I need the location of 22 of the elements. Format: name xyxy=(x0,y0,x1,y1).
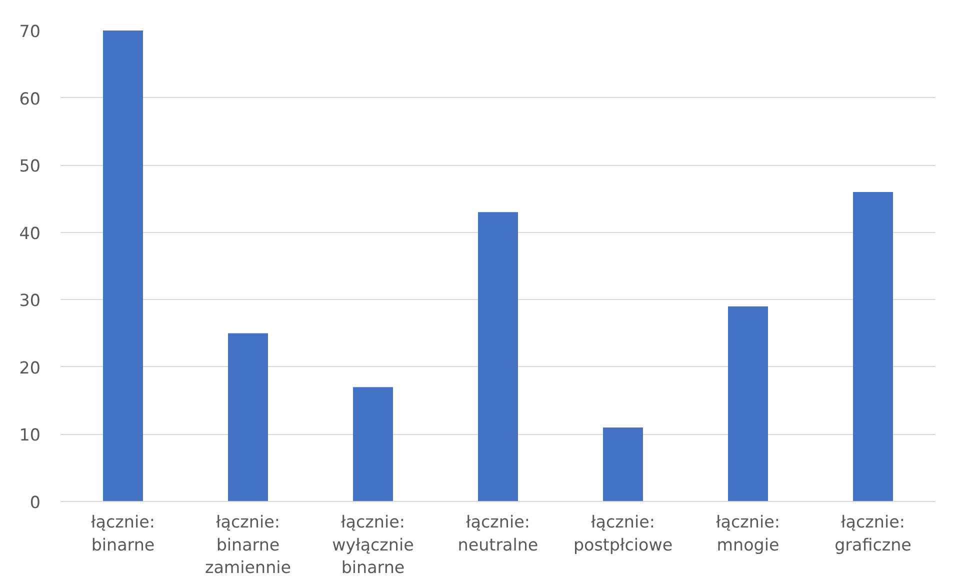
y-tick-label: 0 xyxy=(30,493,41,512)
x-tick-label: łącznie: wyłącznie binarne xyxy=(332,512,414,578)
x-tick-label: łącznie: mnogie xyxy=(716,512,780,554)
bar xyxy=(728,306,768,502)
x-tick-label: łącznie: binarne zamiennie xyxy=(204,512,292,578)
y-tick-label: 30 xyxy=(19,291,41,310)
y-tick-label: 70 xyxy=(19,22,41,41)
bar xyxy=(353,387,393,502)
bar xyxy=(228,333,268,502)
y-tick-label: 20 xyxy=(19,358,41,378)
x-tick-label: łącznie: graficzne xyxy=(834,512,912,554)
bar xyxy=(478,212,518,502)
y-tick-label: 40 xyxy=(19,224,41,243)
y-tick-label: 60 xyxy=(19,89,41,108)
bar xyxy=(103,30,143,502)
x-tick-label: łącznie: binarne xyxy=(91,512,155,554)
bar xyxy=(603,427,643,502)
y-tick-label: 50 xyxy=(19,156,41,176)
x-tick-label: łącznie: postpłciowe xyxy=(573,512,673,554)
bar xyxy=(853,192,893,502)
y-tick-label: 10 xyxy=(19,426,41,445)
x-tick-label: łącznie: neutralne xyxy=(458,512,538,554)
